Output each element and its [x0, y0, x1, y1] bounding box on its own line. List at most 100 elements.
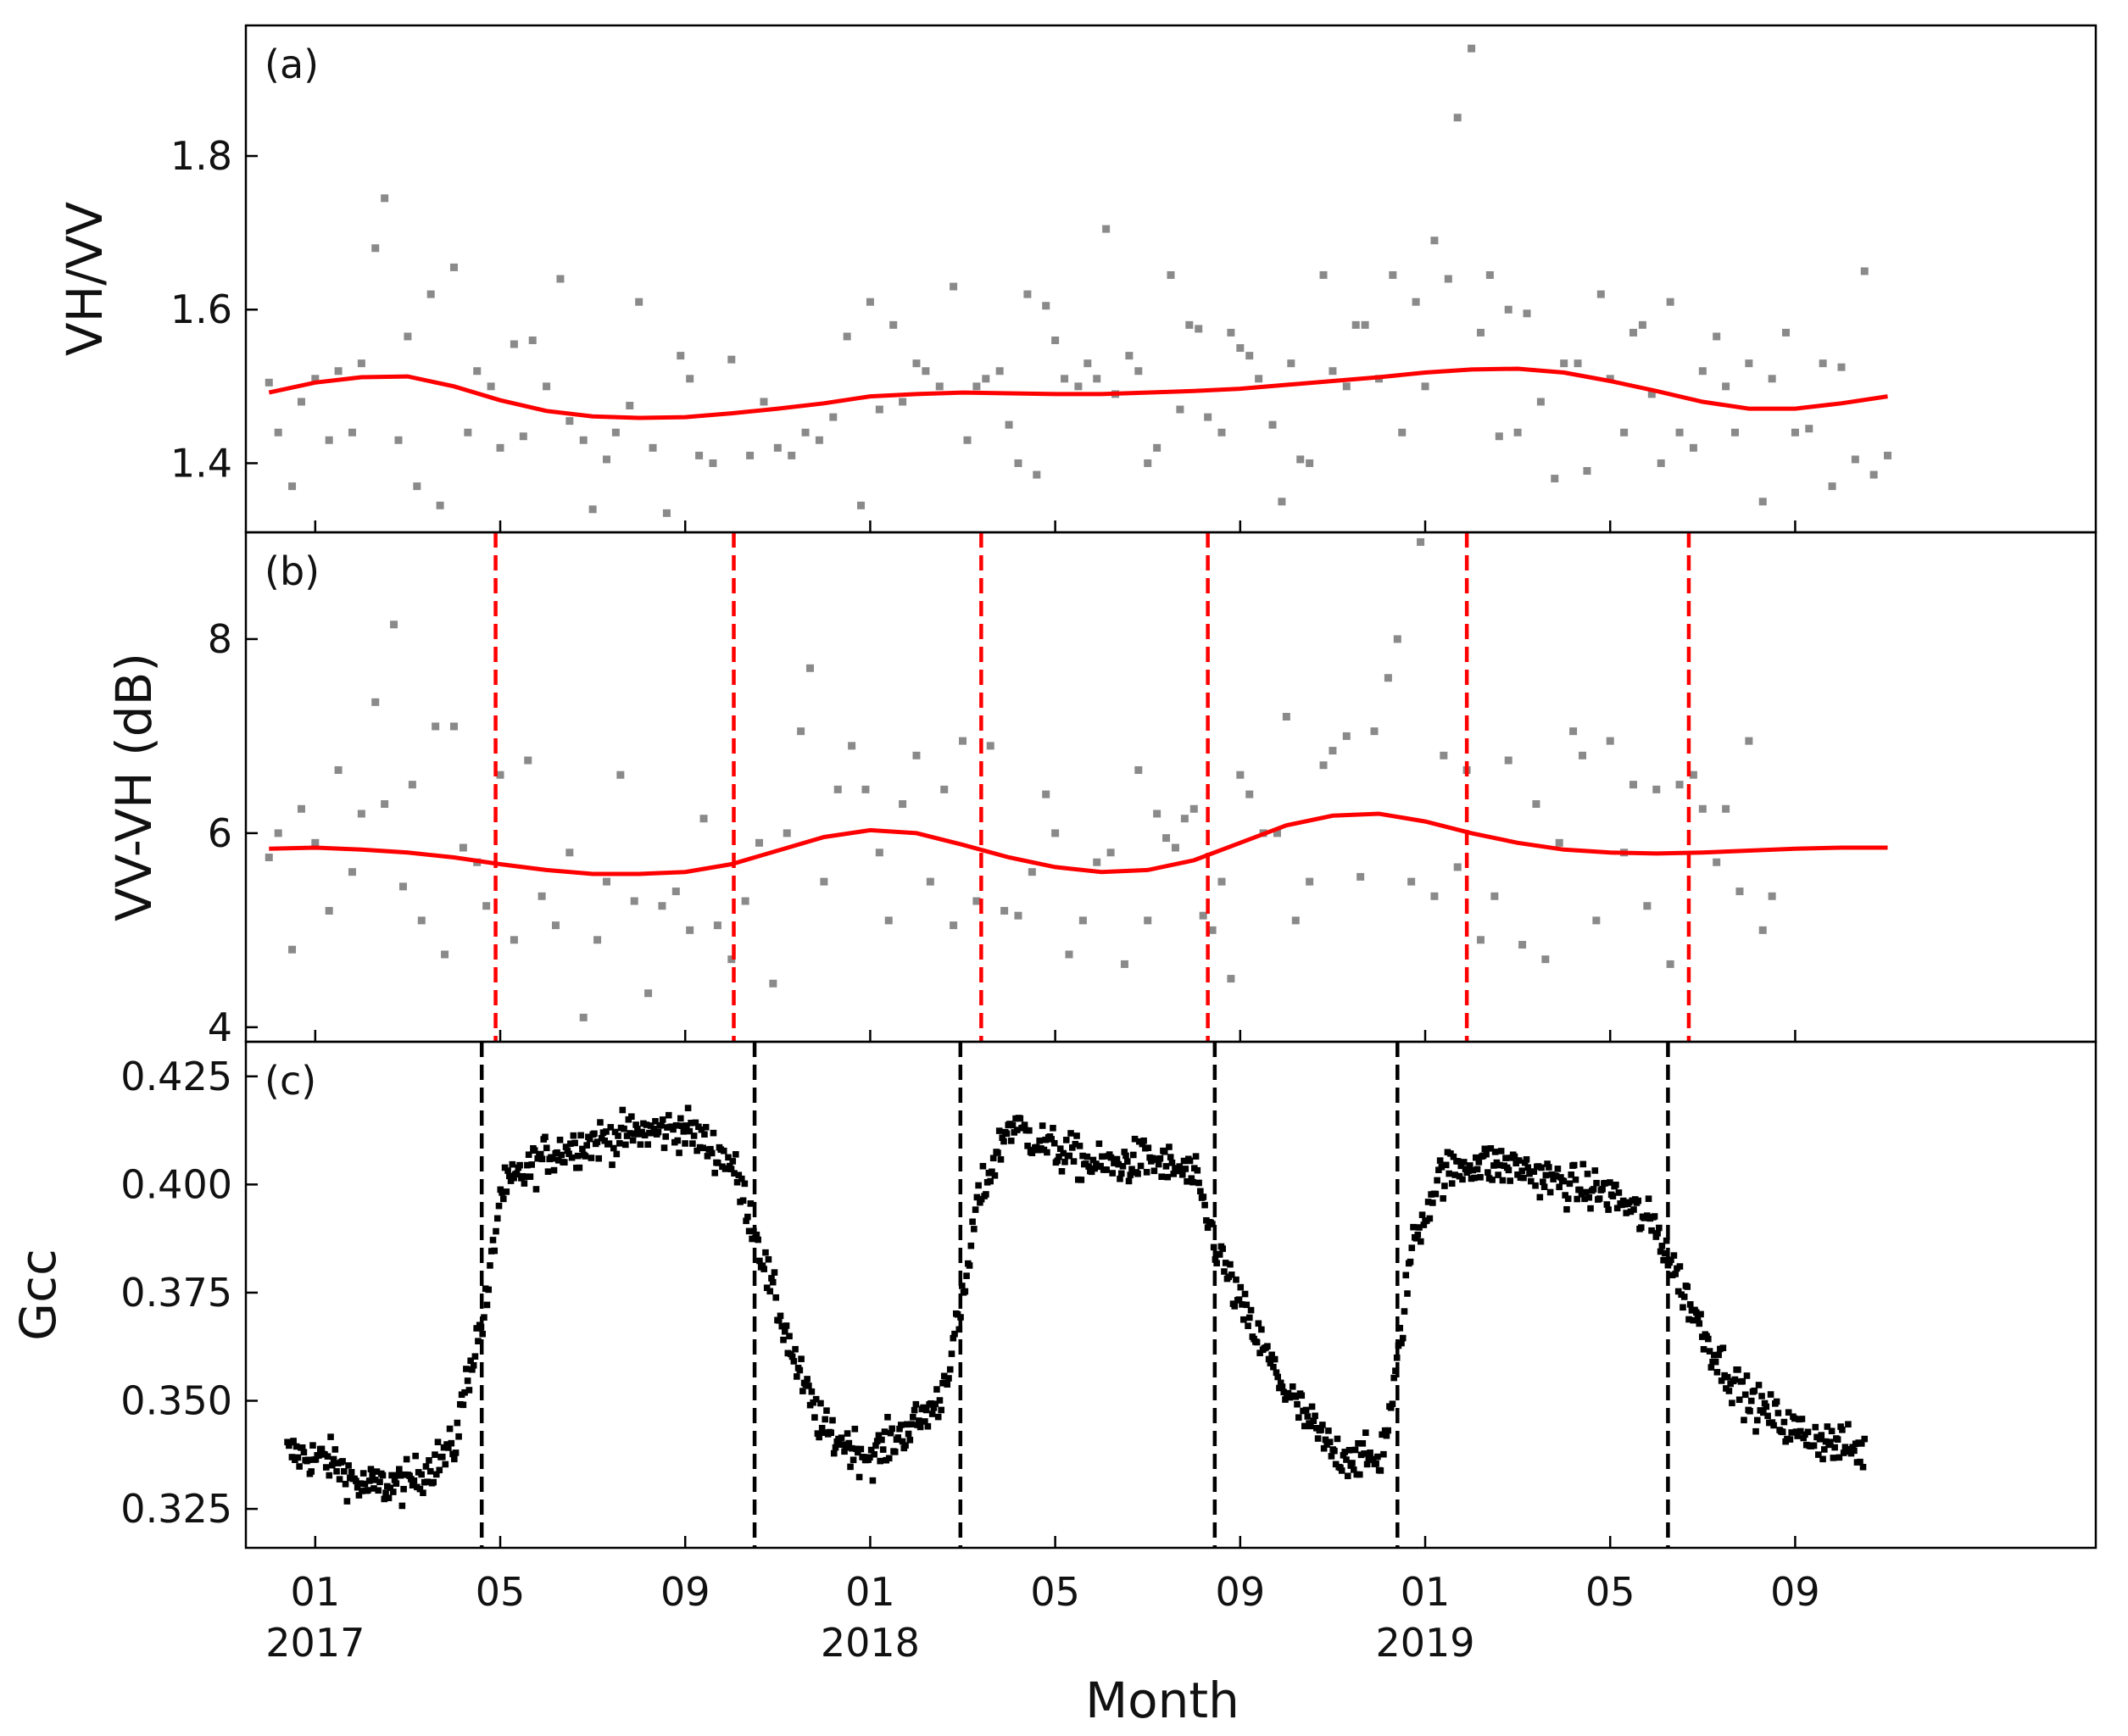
data-point	[426, 290, 435, 298]
data-point	[961, 1288, 969, 1295]
data-point	[707, 1145, 714, 1153]
data-point	[830, 1449, 838, 1457]
data-point	[554, 1157, 562, 1164]
data-point	[877, 1457, 883, 1465]
data-point	[959, 737, 967, 745]
data-point	[1605, 1206, 1612, 1213]
data-point	[1216, 1251, 1223, 1258]
data-point	[550, 1166, 558, 1174]
data-point	[1496, 1161, 1503, 1169]
y-tick-label: 0.325	[120, 1486, 232, 1532]
data-point	[1724, 1373, 1731, 1381]
data-point	[1061, 1158, 1068, 1166]
data-point	[470, 1361, 477, 1369]
data-point	[848, 742, 856, 750]
data-point	[371, 244, 380, 253]
x-axis-label: Month	[1085, 1672, 1239, 1729]
data-point	[1451, 1171, 1459, 1178]
data-point	[390, 1488, 397, 1495]
data-point	[1195, 1179, 1202, 1187]
data-point	[741, 1180, 749, 1188]
data-point	[1048, 1136, 1055, 1143]
data-point	[381, 1495, 388, 1503]
data-point	[369, 1471, 376, 1478]
data-point	[1518, 941, 1527, 949]
data-point	[1167, 1154, 1174, 1160]
data-point	[1123, 1158, 1131, 1165]
data-point	[1523, 1156, 1530, 1163]
data-point	[873, 1438, 881, 1444]
data-point	[1129, 1151, 1137, 1159]
data-point	[912, 359, 921, 368]
data-point	[1434, 1177, 1440, 1184]
data-point	[1197, 1188, 1204, 1195]
data-point	[710, 1129, 717, 1137]
data-point	[796, 1366, 804, 1374]
data-point	[1115, 1160, 1122, 1168]
data-point	[1849, 1444, 1856, 1451]
data-point	[714, 1160, 721, 1166]
data-point	[422, 1463, 430, 1470]
data-point	[686, 1127, 694, 1135]
data-point	[1725, 1388, 1733, 1394]
panel-c: 0.325 0.350 0.375 0.400 0.425 (c) Gcc	[9, 1040, 2097, 1550]
data-point	[733, 1178, 741, 1186]
data-point	[1421, 382, 1429, 391]
data-point	[989, 1168, 995, 1176]
data-point	[1564, 1195, 1572, 1202]
data-point	[1660, 1256, 1667, 1264]
data-point	[591, 1130, 598, 1138]
data-point	[1410, 1223, 1417, 1231]
data-point	[1686, 1301, 1694, 1308]
data-point	[738, 1175, 745, 1182]
data-point	[844, 1430, 851, 1437]
data-point	[359, 1470, 367, 1477]
data-point	[857, 1445, 865, 1453]
data-point	[1155, 1160, 1162, 1168]
data-point	[982, 375, 990, 383]
data-point	[304, 1456, 312, 1464]
data-point	[1731, 428, 1740, 437]
data-point	[766, 1288, 774, 1295]
data-point	[582, 1153, 589, 1160]
data-point	[1715, 1351, 1722, 1359]
data-point	[1613, 1182, 1619, 1188]
data-point	[1694, 1315, 1702, 1322]
data-point	[296, 1463, 303, 1470]
data-point	[1145, 1144, 1152, 1152]
data-point	[1418, 1211, 1426, 1218]
data-point	[1705, 1335, 1712, 1343]
data-point	[1651, 1213, 1658, 1220]
data-point	[650, 1126, 657, 1132]
data-point	[1256, 1349, 1263, 1356]
data-point	[607, 1124, 615, 1131]
data-point	[1270, 1363, 1277, 1371]
data-point	[781, 1327, 788, 1335]
data-point	[662, 509, 671, 517]
data-point	[609, 1161, 616, 1168]
data-point	[798, 1355, 805, 1362]
data-point	[967, 1242, 975, 1249]
data-point	[995, 1127, 1003, 1134]
data-point	[1392, 1367, 1399, 1374]
data-point	[1746, 1407, 1753, 1415]
data-point	[1619, 1197, 1627, 1205]
data-point	[979, 1162, 987, 1170]
data-point	[829, 413, 838, 421]
data-point	[297, 804, 305, 813]
data-point	[966, 1262, 973, 1269]
data-point	[1637, 1224, 1645, 1231]
data-point	[1630, 1206, 1637, 1213]
data-point	[1134, 1170, 1141, 1177]
data-point	[753, 1231, 760, 1238]
data-point	[1356, 872, 1365, 881]
data-point	[1568, 1171, 1575, 1178]
data-point	[1581, 1195, 1588, 1203]
data-point	[1490, 892, 1499, 900]
data-point	[1194, 1166, 1201, 1174]
data-point	[420, 1489, 426, 1496]
data-point	[300, 1449, 308, 1456]
data-point	[312, 1455, 320, 1463]
data-point	[543, 382, 551, 391]
data-point	[522, 1173, 529, 1180]
